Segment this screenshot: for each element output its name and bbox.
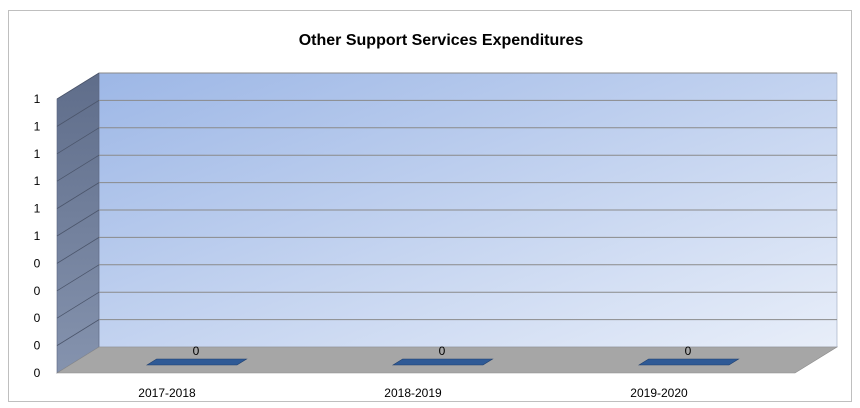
y-tick-label: 1 [34,174,41,188]
y-tick-label: 1 [34,147,41,161]
y-tick-label: 0 [34,284,41,298]
y-tick-label: 0 [34,339,41,353]
gridline-side [56,127,100,155]
y-tick-label: 1 [34,202,41,216]
bar [637,358,740,366]
x-tick-label: 2017-2018 [138,386,196,400]
bar [391,358,494,366]
data-label: 0 [193,344,200,358]
gridline-side [56,154,100,182]
bar [145,358,248,366]
chart-title: Other Support Services Expenditures [299,32,584,49]
y-tick-label: 0 [34,366,41,380]
chart-svg: Other Support Services Expenditures 0000… [34,32,839,400]
gridline-side [56,237,100,264]
gridline-side [56,182,100,209]
y-tick-label: 1 [34,119,41,133]
gridline-side [56,100,100,127]
gridline-side [56,72,100,100]
gridline-side [56,264,100,292]
x-tick-label: 2019-2020 [630,386,688,400]
data-label: 0 [685,344,692,358]
x-tick-label: 2018-2019 [384,386,442,400]
y-tick-label: 1 [34,92,41,106]
gridline-side [56,291,100,319]
plot-area: 0 0 0 0 0 1 1 1 1 1 1 0 2017-2018 0 2018-2019 0 2019-202… [34,72,839,400]
gridline-side [56,319,100,346]
data-label: 0 [439,344,446,358]
y-tick-label: 1 [34,229,41,243]
y-tick-label: 0 [34,256,41,270]
gridline-side [56,209,100,237]
y-tick-label: 0 [34,311,41,325]
